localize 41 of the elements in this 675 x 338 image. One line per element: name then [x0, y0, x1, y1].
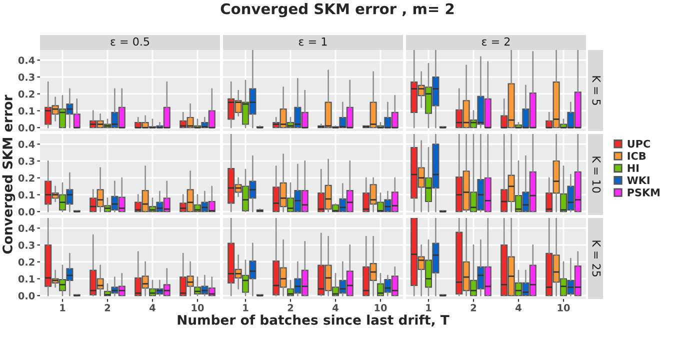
chart-title: ε = 2	[482, 37, 510, 46]
legend-label: PSKM	[628, 188, 660, 196]
y-tick-label: 0.4	[18, 224, 35, 232]
y2-axis-title: K = 25	[592, 240, 601, 276]
y-tick-label: 0.2	[18, 258, 34, 266]
y2-axis-title: K = 5	[592, 76, 601, 105]
legend-label: HI	[628, 164, 639, 172]
y-tick-label: 0.3	[18, 73, 34, 81]
legend-label: UPC	[628, 140, 650, 148]
x-axis-title: Number of batches since last drift, T	[178, 314, 450, 327]
y-tick-label: 0.2	[18, 174, 34, 182]
x-tick-label: 10	[374, 304, 387, 312]
y-tick-label: 0.0	[18, 124, 35, 132]
legend-label: WKI	[627, 176, 650, 184]
y-tick-label: 0.2	[18, 90, 34, 98]
y-tick-label: 0.0	[18, 292, 35, 300]
y-tick-label: 0.1	[18, 275, 34, 283]
x-tick-label: 1	[426, 304, 432, 312]
y-tick-label: 0.3	[18, 241, 34, 249]
legend-label: ICB	[628, 152, 646, 160]
x-tick-label: 1	[60, 304, 66, 312]
x-tick-label: 2	[104, 304, 110, 312]
chart-title: ε = 1	[299, 37, 327, 46]
y-tick-label: 0.1	[18, 191, 34, 199]
x-tick-label: 10	[192, 304, 204, 312]
x-tick-label: 4	[150, 304, 156, 312]
chart-title: ε = 0.5	[110, 37, 150, 46]
x-tick-label: 2	[470, 304, 476, 312]
y-tick-label: 0.0	[18, 208, 35, 216]
x-tick-label: 4	[516, 304, 522, 312]
y-tick-label: 0.4	[18, 140, 35, 148]
x-tick-label: 10	[558, 304, 570, 312]
text: Converged SKM error , m= 2	[220, 3, 454, 18]
y-tick-label: 0.4	[18, 56, 35, 64]
y-tick-label: 0.3	[18, 157, 34, 165]
x-tick-label: 4	[332, 304, 338, 312]
y2-axis-title: K = 10	[592, 156, 601, 193]
x-tick-label: 2	[288, 304, 294, 312]
x-tick-label: 1	[243, 304, 248, 312]
y-tick-label: 0.1	[18, 107, 34, 115]
y-axis-title: Converged SKM error	[2, 94, 16, 254]
